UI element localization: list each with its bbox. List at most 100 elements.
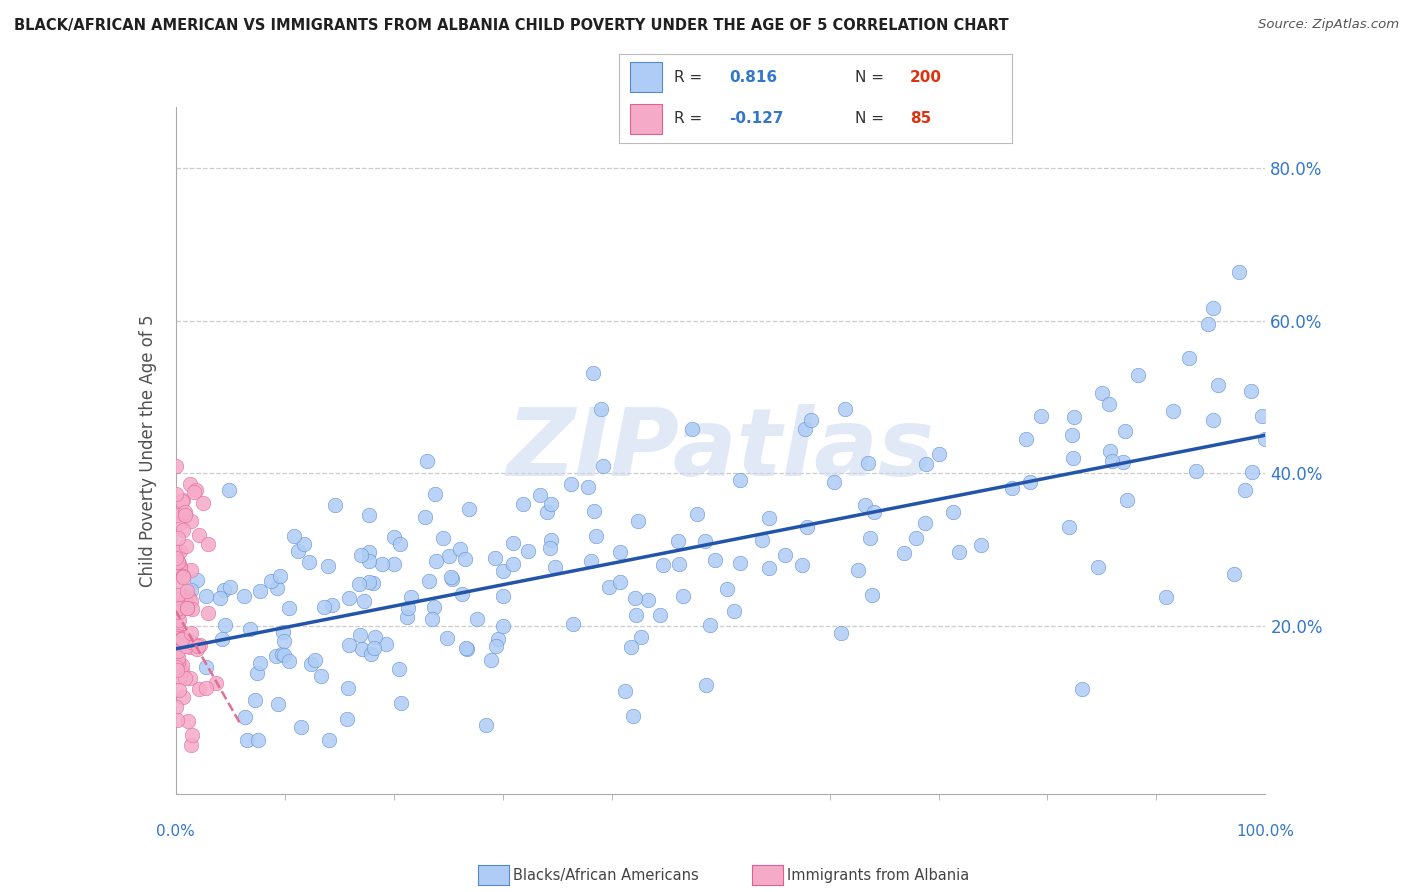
Point: [318, 733, 340, 747]
Point: [502, 557, 524, 571]
Point: [165, 624, 187, 638]
Point: [277, 600, 299, 615]
Point: [357, 574, 380, 589]
Point: [166, 458, 188, 473]
Point: [359, 545, 381, 559]
Point: [425, 554, 447, 568]
Point: [413, 509, 436, 524]
Point: [166, 547, 188, 561]
Point: [187, 640, 209, 654]
Point: [456, 640, 478, 655]
Point: [172, 493, 194, 508]
Point: [197, 537, 219, 551]
Point: [1063, 410, 1085, 425]
Point: [186, 641, 208, 656]
Point: [167, 655, 190, 669]
Point: [484, 551, 506, 566]
Point: [364, 630, 387, 644]
Point: [246, 665, 269, 680]
Point: [863, 505, 886, 519]
Point: [1202, 301, 1225, 315]
Point: [166, 617, 188, 632]
Point: [181, 728, 204, 742]
Point: [1114, 425, 1136, 439]
Point: [363, 641, 385, 656]
Point: [269, 568, 291, 582]
Point: [211, 632, 233, 646]
Point: [359, 554, 381, 568]
Point: [166, 631, 188, 645]
Point: [337, 638, 360, 652]
Point: [267, 697, 290, 711]
Text: 200: 200: [910, 70, 942, 85]
Text: BLACK/AFRICAN AMERICAN VS IMMIGRANTS FROM ALBANIA CHILD POVERTY UNDER THE AGE OF: BLACK/AFRICAN AMERICAN VS IMMIGRANTS FRO…: [14, 18, 1008, 33]
Point: [173, 593, 195, 607]
Point: [699, 618, 721, 632]
Point: [166, 660, 188, 674]
Point: [180, 562, 202, 576]
Point: [283, 529, 305, 543]
Point: [179, 640, 201, 654]
Point: [184, 483, 207, 498]
Point: [187, 528, 209, 542]
Point: [165, 555, 187, 569]
Point: [1001, 481, 1024, 495]
Point: [273, 648, 295, 662]
Point: [928, 446, 950, 460]
Point: [167, 601, 190, 615]
Point: [668, 557, 690, 571]
Point: [180, 635, 202, 649]
Point: [1184, 464, 1206, 478]
Point: [172, 570, 194, 584]
Point: [180, 626, 202, 640]
Point: [388, 536, 411, 550]
Point: [858, 456, 880, 470]
Point: [681, 422, 703, 436]
Point: [1154, 590, 1177, 604]
Point: [704, 553, 727, 567]
Point: [166, 555, 188, 569]
Point: [1240, 384, 1263, 399]
Point: [389, 696, 412, 710]
Point: [846, 563, 869, 577]
Point: [449, 542, 471, 557]
Point: [589, 401, 612, 416]
Point: [773, 548, 796, 562]
Point: [437, 549, 460, 564]
Point: [214, 618, 236, 632]
Point: [382, 530, 405, 544]
Point: [796, 520, 818, 534]
Point: [173, 508, 195, 522]
Point: [1062, 450, 1084, 465]
Point: [1197, 318, 1219, 332]
Point: [454, 552, 477, 566]
Point: [387, 662, 409, 676]
Point: [492, 619, 515, 633]
Point: [425, 486, 447, 500]
Point: [432, 531, 454, 545]
Point: [1178, 351, 1201, 365]
Point: [948, 545, 970, 559]
Point: [167, 651, 190, 665]
Point: [218, 483, 240, 497]
Point: [195, 659, 218, 673]
Point: [395, 610, 418, 624]
Point: [758, 510, 780, 524]
Point: [287, 543, 309, 558]
Point: [193, 496, 215, 510]
Point: [666, 534, 689, 549]
Point: [180, 594, 202, 608]
Point: [170, 665, 193, 679]
Point: [620, 640, 643, 654]
Text: ZIPatlas: ZIPatlas: [506, 404, 935, 497]
Point: [652, 558, 675, 572]
Point: [399, 591, 422, 605]
Point: [536, 505, 558, 519]
Point: [382, 558, 405, 572]
Point: [290, 720, 312, 734]
Bar: [630, 62, 662, 92]
Point: [598, 581, 620, 595]
Point: [560, 477, 582, 491]
Point: [249, 584, 271, 599]
Text: -0.127: -0.127: [728, 112, 783, 126]
